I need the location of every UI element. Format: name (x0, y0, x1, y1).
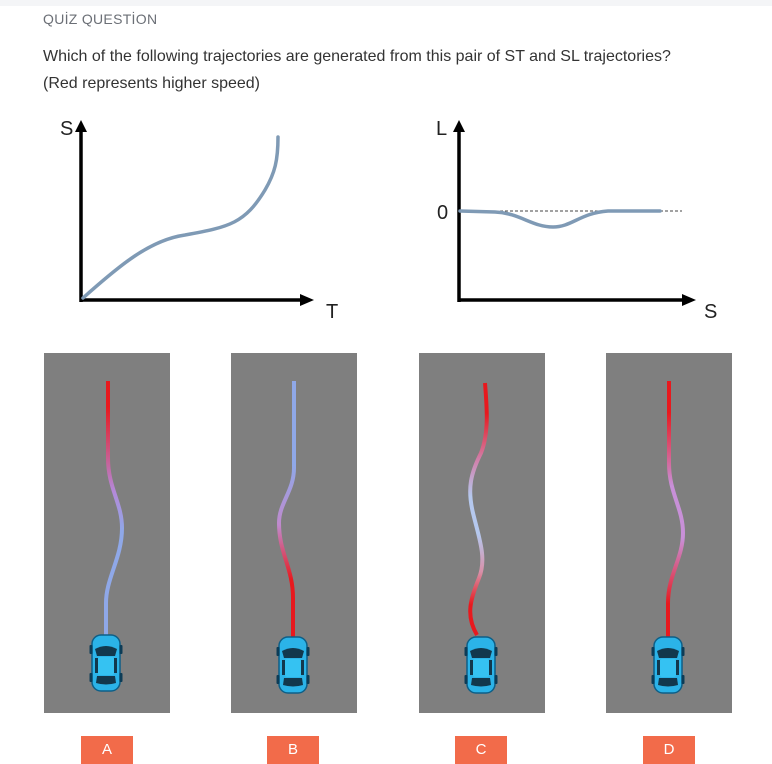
option-a-car-icon (88, 634, 124, 692)
option-d-road (606, 353, 732, 713)
option-a-button[interactable]: A (81, 736, 133, 764)
st-y-label: S (60, 118, 73, 140)
option-c-trajectory (468, 382, 489, 637)
option-d-button[interactable]: D (643, 736, 695, 764)
option-a-trajectory (104, 381, 125, 641)
sl-curve (458, 209, 662, 229)
option-c-button[interactable]: C (455, 736, 507, 764)
sl-y-label: L (436, 118, 447, 140)
option-b-button[interactable]: B (267, 736, 319, 764)
st-graph: S T (60, 118, 338, 323)
st-curve (81, 135, 280, 300)
st-y-arrow (75, 120, 87, 132)
sl-y-arrow (453, 120, 465, 132)
top-bar (0, 0, 772, 6)
st-x-arrow (300, 294, 314, 306)
quiz-label: QUİZ QUESTİON (43, 11, 158, 27)
option-b-trajectory (276, 381, 296, 643)
st-x-label: T (326, 301, 338, 323)
option-d-trajectory (666, 381, 686, 643)
option-d-car-icon (650, 636, 686, 694)
sl-x-label: S (704, 301, 717, 323)
sl-x-arrow (682, 294, 696, 306)
sl-graph: L 0 S (436, 118, 717, 323)
sl-zero-label: 0 (437, 202, 448, 224)
option-a-road (44, 353, 170, 713)
option-b-road (231, 353, 357, 713)
option-c-car-icon (463, 636, 499, 694)
question-line-1: Which of the following trajectories are … (43, 48, 671, 65)
question-text: Which of the following trajectories are … (43, 43, 743, 97)
option-b-car-icon (275, 636, 311, 694)
option-c-road (419, 353, 545, 713)
question-line-2: (Red represents higher speed) (43, 75, 261, 92)
